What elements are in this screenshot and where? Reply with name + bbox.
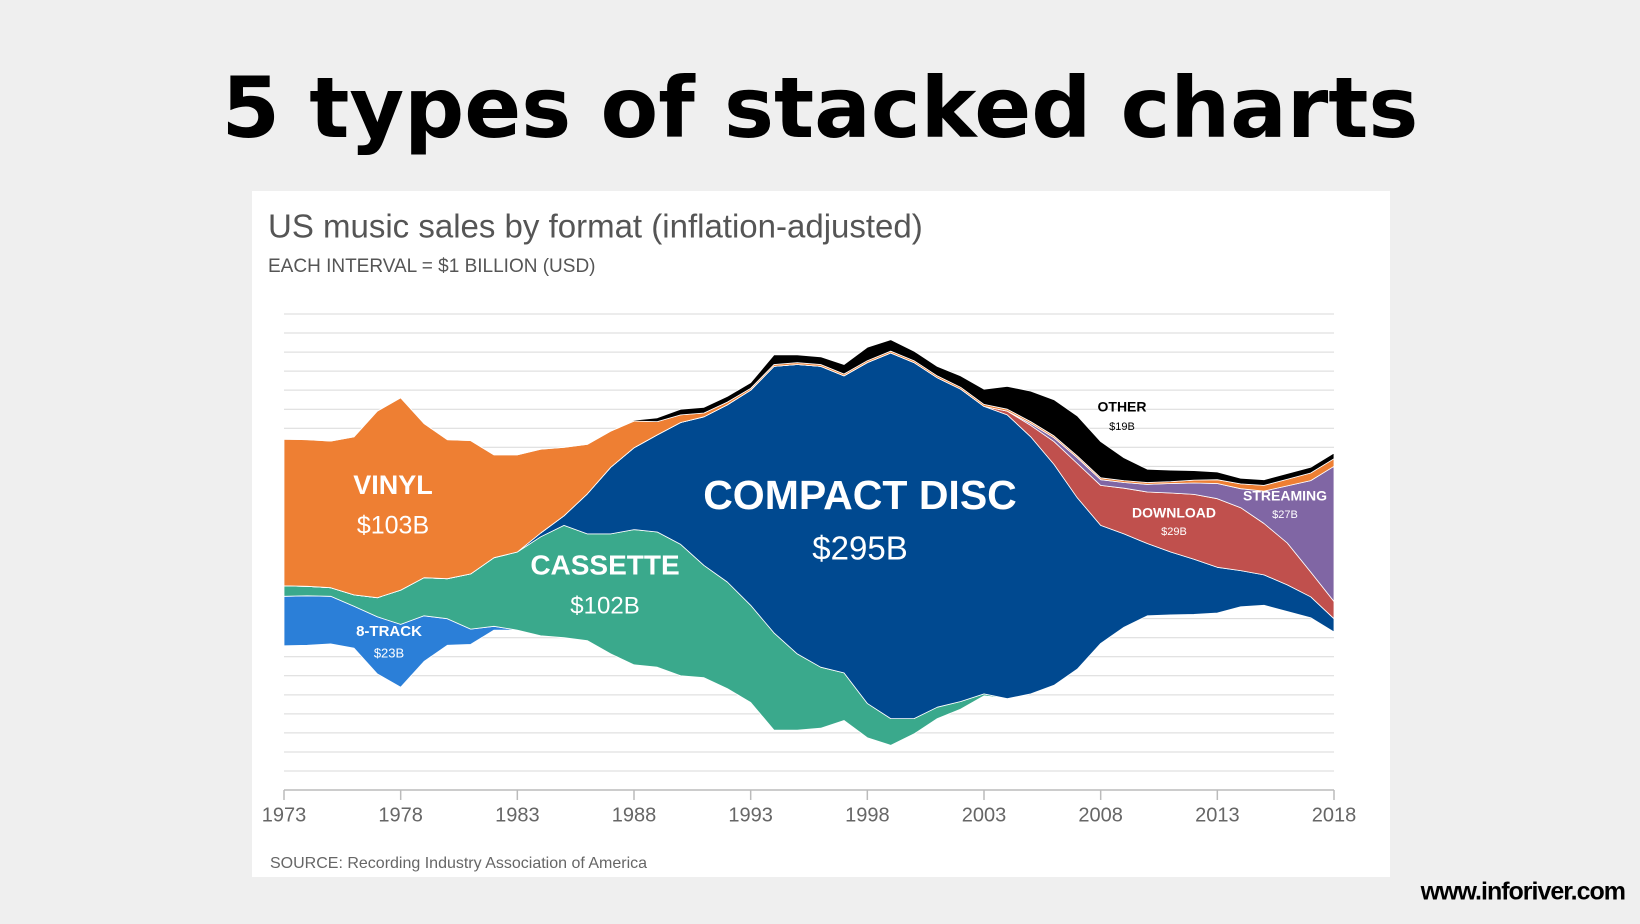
series-label: STREAMING: [1243, 488, 1327, 504]
series-label: CASSETTE: [530, 549, 679, 580]
x-tick-label: 2008: [1078, 804, 1123, 826]
x-axis: 1973 1978 1983 1988 1993 1998 2003 2008 2013 2018: [262, 789, 1357, 826]
series-label: VINYL: [353, 470, 433, 500]
series-label: 8-TRACK: [356, 623, 422, 640]
x-tick-label: 1973: [262, 804, 307, 826]
stream-area: [283, 339, 1335, 486]
series-total-label: $102B: [570, 592, 639, 619]
x-tick-label: 2003: [962, 804, 1007, 826]
footer: www.inforiver.com: [1420, 878, 1625, 906]
x-tick-label: 2013: [1195, 804, 1240, 826]
x-tick-label: 1983: [495, 804, 540, 826]
x-tick-label: 1978: [378, 804, 423, 826]
series-total-label: $19B: [1109, 421, 1135, 433]
series-total-label: $103B: [357, 512, 429, 540]
chart-title: US music sales by format (inflation-adju…: [268, 208, 923, 245]
page-title: 5 types of stacked charts: [222, 59, 1419, 157]
areas: [283, 339, 1335, 746]
series-total-label: $29B: [1161, 526, 1187, 538]
x-tick-label: 1998: [845, 804, 890, 826]
x-tick-label: 1993: [728, 804, 773, 826]
series-total-label: $295B: [812, 530, 907, 567]
series-label: DOWNLOAD: [1132, 505, 1216, 521]
series-label: OTHER: [1098, 399, 1147, 415]
x-tick-label: 2018: [1312, 804, 1357, 826]
series-labels: 8-TRACK $23B CASSETTE $102B COMPACT DISC $295…: [353, 399, 1327, 661]
series-label: COMPACT DISC: [703, 472, 1017, 518]
series-total-label: $27B: [1272, 509, 1298, 521]
x-tick-label: 1988: [612, 804, 657, 826]
chart-source: SOURCE: Recording Industry Association o…: [270, 855, 647, 872]
chart-subtitle: EACH INTERVAL = $1 BILLION (USD): [268, 256, 596, 277]
series-total-label: $23B: [374, 645, 404, 660]
